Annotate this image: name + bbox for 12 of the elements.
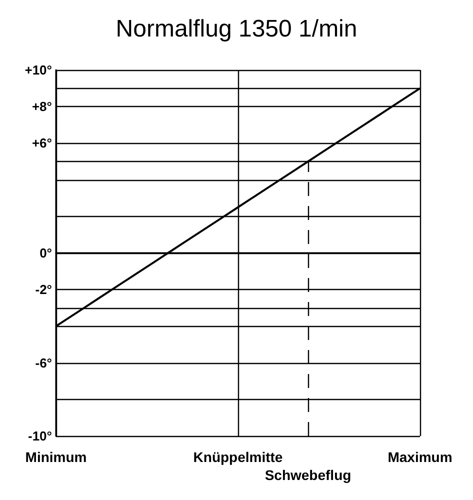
- x-tick-label: Maximum: [388, 449, 452, 465]
- x-tick-label: Minimum: [25, 449, 87, 465]
- y-tick-label: -6°: [35, 355, 52, 370]
- y-tick-label: 0°: [40, 246, 52, 260]
- x-tick-label: Knüppelmitte: [193, 449, 283, 465]
- y-tick-label: +6°: [32, 136, 52, 151]
- y-tick-label: -10°: [28, 428, 52, 444]
- y-tick-label: -2°: [35, 282, 52, 298]
- y-tick-label: +10°: [24, 62, 52, 78]
- x-tick-label: Schwebeflug: [264, 467, 352, 483]
- chart-title: Normalflug 1350 1/min: [116, 16, 358, 42]
- y-tick-label: +8°: [32, 99, 52, 114]
